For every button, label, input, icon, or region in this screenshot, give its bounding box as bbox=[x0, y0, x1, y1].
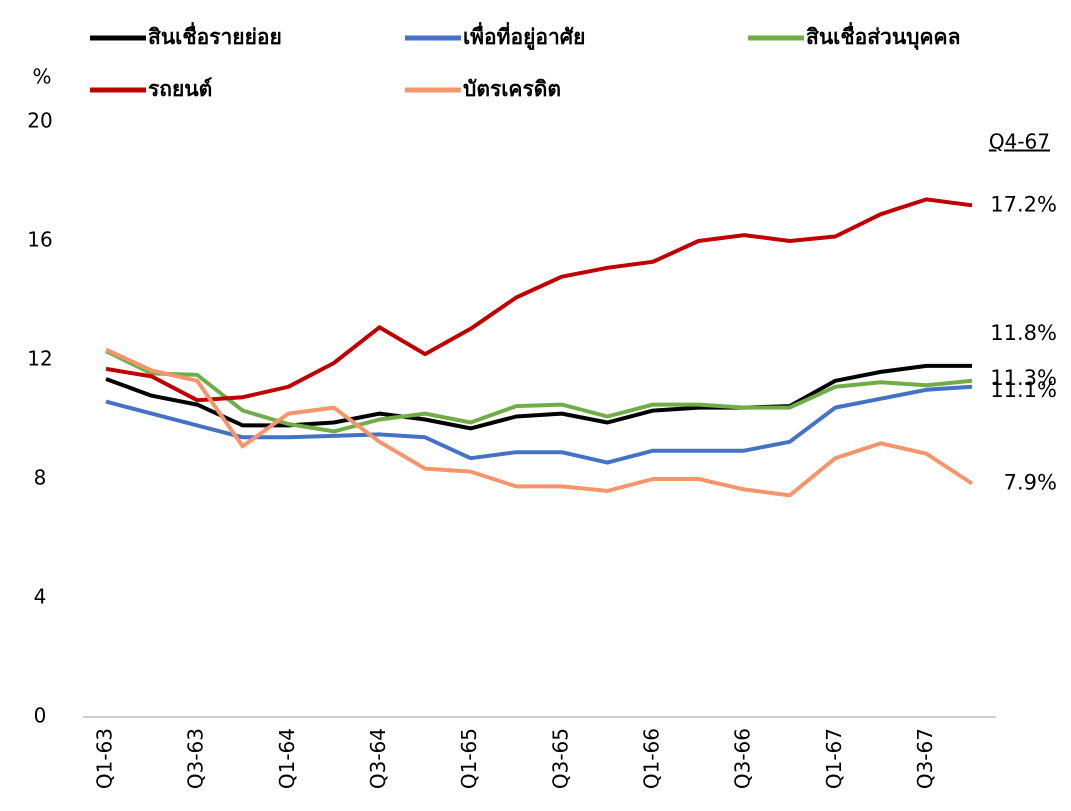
x-tick-label: Q1-65 bbox=[457, 728, 481, 789]
x-tick-label: Q3-66 bbox=[731, 728, 755, 789]
legend-text: บัตรเครดิต bbox=[463, 77, 561, 101]
x-tick-label: Q1-63 bbox=[93, 728, 117, 789]
y-tick-label: 4 bbox=[34, 585, 47, 609]
y-tick-label: 20 bbox=[27, 109, 52, 133]
x-tick-label: Q1-66 bbox=[639, 728, 663, 789]
x-tick-label: Q1-64 bbox=[275, 728, 299, 789]
data-label: 7.9% bbox=[1004, 470, 1057, 494]
data-label: 11.3% bbox=[990, 366, 1057, 390]
y-tick-label: 8 bbox=[34, 466, 47, 490]
legend-text: เพื่อที่อยู่อาศัย bbox=[463, 21, 585, 51]
data-label: 11.8% bbox=[990, 321, 1057, 345]
legend-text: สินเชื่อส่วนบุคคล bbox=[806, 21, 961, 51]
annotation: Q4-67 bbox=[989, 130, 1050, 154]
x-tick-label: Q1-67 bbox=[822, 728, 846, 789]
legend-text: สินเชื่อรายย่อย bbox=[148, 21, 282, 49]
y-tick-label: 12 bbox=[27, 347, 52, 371]
x-tick-label: Q3-67 bbox=[913, 728, 937, 789]
series-line bbox=[105, 347, 974, 498]
legend-text: รถยนต์ bbox=[148, 77, 212, 101]
series-line bbox=[105, 197, 973, 403]
y-axis-label: % bbox=[32, 65, 51, 89]
series-line bbox=[105, 384, 973, 465]
y-tick-label: 0 bbox=[34, 704, 47, 728]
series-line bbox=[105, 349, 973, 434]
series-line bbox=[105, 363, 972, 431]
data-label: 11.1% bbox=[990, 378, 1057, 402]
x-tick-label: Q3-65 bbox=[548, 728, 572, 789]
y-tick-label: 16 bbox=[27, 228, 52, 252]
data-label: 17.2% bbox=[990, 192, 1057, 216]
x-tick-label: Q3-64 bbox=[366, 728, 390, 789]
x-tick-label: Q3-63 bbox=[184, 728, 208, 789]
